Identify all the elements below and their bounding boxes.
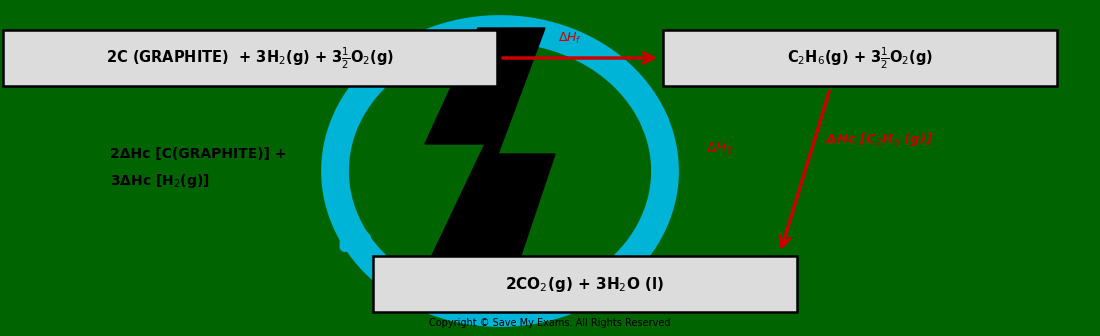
Polygon shape xyxy=(425,28,556,264)
FancyBboxPatch shape xyxy=(663,30,1057,86)
FancyBboxPatch shape xyxy=(3,30,497,86)
Text: 2CO$_2$(g) + 3H$_2$O (l): 2CO$_2$(g) + 3H$_2$O (l) xyxy=(505,275,664,294)
Text: $\Delta H_f$: $\Delta H_f$ xyxy=(558,31,582,46)
Text: 3ΔHc [H$_2$(g)]: 3ΔHc [H$_2$(g)] xyxy=(110,172,209,190)
Text: Copyright © Save My Exams. All Rights Reserved: Copyright © Save My Exams. All Rights Re… xyxy=(429,318,671,328)
Text: ΔHc [C$_2$H$_6$ (g)]: ΔHc [C$_2$H$_6$ (g)] xyxy=(825,130,934,148)
Text: 2C (GRAPHITE)  + 3H$_2$(g) + 3$\frac{1}{2}$O$_2$(g): 2C (GRAPHITE) + 3H$_2$(g) + 3$\frac{1}{2… xyxy=(106,45,394,71)
Text: C$_2$H$_6$(g) + 3$\frac{1}{2}$O$_2$(g): C$_2$H$_6$(g) + 3$\frac{1}{2}$O$_2$(g) xyxy=(786,45,933,71)
Text: 2ΔHc [C(GRAPHITE)] +: 2ΔHc [C(GRAPHITE)] + xyxy=(110,147,286,161)
FancyBboxPatch shape xyxy=(373,256,798,312)
Text: $\Delta H_2$: $\Delta H_2$ xyxy=(706,141,734,157)
